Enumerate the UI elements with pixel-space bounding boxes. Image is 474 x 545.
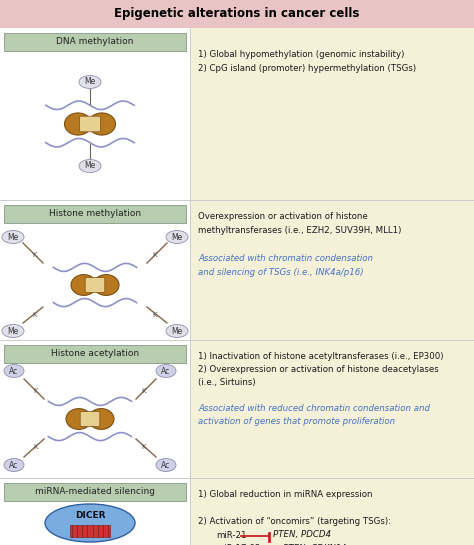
FancyBboxPatch shape — [4, 345, 186, 363]
Text: Ac: Ac — [9, 461, 18, 469]
Text: 1) Inactivation of histone acetyltransferases (i.e., EP300): 1) Inactivation of histone acetyltransfe… — [198, 352, 444, 361]
Ellipse shape — [79, 160, 101, 173]
Text: and silencing of TSGs (i.e., INK4a/p16): and silencing of TSGs (i.e., INK4a/p16) — [198, 268, 364, 277]
Text: PTEN, PDCD4: PTEN, PDCD4 — [273, 530, 331, 540]
Text: Me: Me — [8, 233, 18, 241]
Text: K: K — [34, 444, 38, 450]
Text: Ac: Ac — [161, 366, 171, 376]
Text: 1) Global hypomethylation (genomic instability): 1) Global hypomethylation (genomic insta… — [198, 50, 404, 59]
Ellipse shape — [2, 324, 24, 337]
Text: PTEN, CDKN1A: PTEN, CDKN1A — [283, 544, 347, 545]
Text: K: K — [153, 252, 157, 258]
Ellipse shape — [66, 409, 91, 429]
FancyBboxPatch shape — [80, 411, 100, 426]
FancyBboxPatch shape — [4, 205, 186, 223]
Text: Histone methylation: Histone methylation — [49, 209, 141, 219]
Ellipse shape — [71, 275, 97, 295]
Text: activation of genes that promote proliferation: activation of genes that promote prolife… — [198, 417, 395, 426]
Text: 2) CpG island (promoter) hypermethylation (TSGs): 2) CpG island (promoter) hypermethylatio… — [198, 64, 416, 73]
Bar — [190, 28, 474, 545]
Ellipse shape — [64, 113, 91, 135]
Text: K: K — [33, 252, 37, 258]
Text: DNA methylation: DNA methylation — [56, 38, 134, 46]
Ellipse shape — [88, 409, 114, 429]
Text: 2) Overexpression or activation of histone deacetylases: 2) Overexpression or activation of histo… — [198, 365, 439, 374]
Ellipse shape — [166, 324, 188, 337]
Text: Me: Me — [172, 326, 182, 336]
Text: DICER: DICER — [75, 512, 105, 520]
Text: Associated with chromatin condensation: Associated with chromatin condensation — [198, 254, 373, 263]
Text: K: K — [34, 388, 38, 394]
Ellipse shape — [156, 365, 176, 378]
FancyBboxPatch shape — [4, 33, 186, 51]
Ellipse shape — [93, 275, 119, 295]
Ellipse shape — [2, 231, 24, 244]
Ellipse shape — [88, 113, 116, 135]
Bar — [70, 525, 110, 537]
Text: Histone acetylation: Histone acetylation — [51, 349, 139, 359]
FancyBboxPatch shape — [80, 116, 100, 132]
Text: miR-17-92: miR-17-92 — [216, 544, 261, 545]
Text: K: K — [33, 312, 37, 318]
Ellipse shape — [166, 231, 188, 244]
Text: Me: Me — [172, 233, 182, 241]
Text: Overexpression or activation of histone: Overexpression or activation of histone — [198, 212, 368, 221]
Text: Ac: Ac — [161, 461, 171, 469]
Ellipse shape — [79, 76, 101, 88]
Bar — [0, 28, 190, 545]
Text: miRNA-mediated silencing: miRNA-mediated silencing — [35, 487, 155, 496]
FancyBboxPatch shape — [4, 483, 186, 501]
Text: Me: Me — [84, 77, 96, 87]
Ellipse shape — [4, 458, 24, 471]
Text: (i.e., Sirtuins): (i.e., Sirtuins) — [198, 378, 255, 387]
Text: K: K — [153, 312, 157, 318]
Ellipse shape — [45, 504, 135, 542]
Text: miR-21: miR-21 — [216, 530, 246, 540]
Text: 2) Activation of “oncomirs” (targeting TSGs):: 2) Activation of “oncomirs” (targeting T… — [198, 517, 391, 526]
Text: K: K — [142, 444, 146, 450]
Text: Epigenetic alterations in cancer cells: Epigenetic alterations in cancer cells — [114, 8, 360, 21]
FancyBboxPatch shape — [85, 277, 105, 293]
Ellipse shape — [4, 365, 24, 378]
Ellipse shape — [156, 458, 176, 471]
Text: Ac: Ac — [9, 366, 18, 376]
Text: Associated with reduced chromatin condensation and: Associated with reduced chromatin conden… — [198, 404, 430, 413]
Text: Me: Me — [84, 161, 96, 171]
Text: Me: Me — [8, 326, 18, 336]
Text: K: K — [142, 388, 146, 394]
Text: 1) Global reduction in miRNA expression: 1) Global reduction in miRNA expression — [198, 490, 373, 499]
Text: methyltransferases (i.e., EZH2, SUV39H, MLL1): methyltransferases (i.e., EZH2, SUV39H, … — [198, 226, 401, 235]
Bar — [0, 0, 474, 28]
